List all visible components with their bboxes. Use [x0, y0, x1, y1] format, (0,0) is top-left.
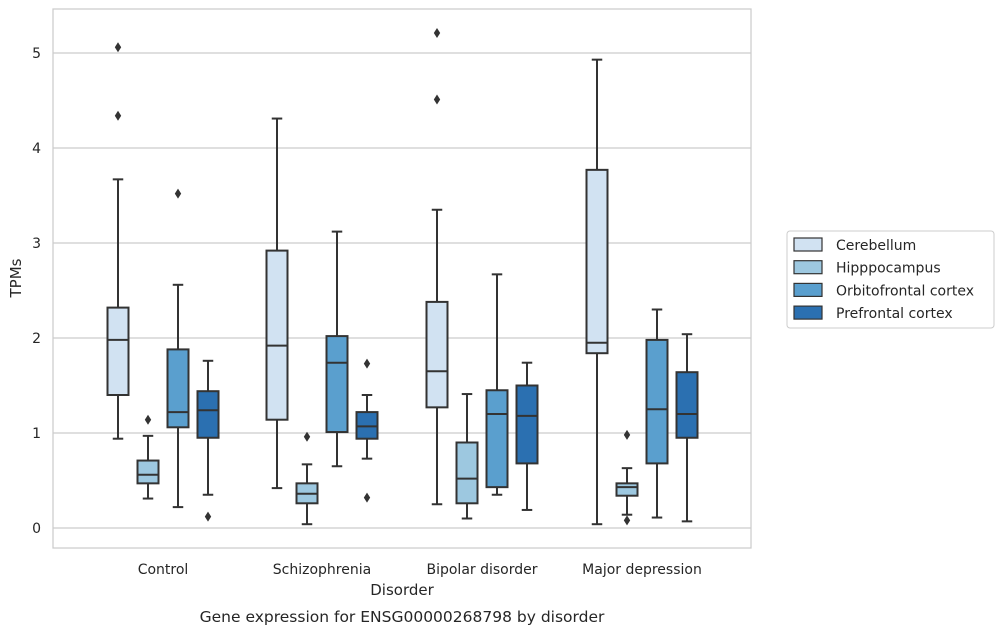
outlier-point: [114, 42, 122, 53]
grid-lines: [53, 52, 751, 529]
box-series: [106, 28, 699, 526]
y-axis-title: TPMs: [7, 258, 25, 298]
box-body: [196, 390, 220, 439]
box-body: [106, 306, 130, 397]
box-cerebellum-0: [106, 42, 130, 440]
legend-label: Cerebellum: [836, 238, 916, 254]
box-orbitofrontal-cortex-1: [325, 230, 349, 468]
box-body: [615, 482, 639, 497]
x-tick-label: Control: [138, 562, 189, 578]
outlier-point: [174, 188, 182, 199]
box-cerebellum-2: [425, 28, 449, 506]
box-hipppocampus-1: [295, 431, 319, 526]
box-body: [515, 384, 539, 465]
plot-frame: [52, 8, 752, 549]
outlier-point: [303, 431, 311, 442]
box-body: [675, 371, 699, 439]
box-hipppocampus-0: [136, 414, 160, 500]
chart-caption: Gene expression for ENSG00000268798 by d…: [200, 608, 605, 626]
box-hipppocampus-2: [455, 393, 479, 520]
outlier-point: [363, 492, 371, 503]
outlier-point: [623, 429, 631, 440]
x-tick-label: Schizophrenia: [273, 562, 371, 578]
box-cerebellum-1: [265, 117, 289, 490]
box-body: [455, 441, 479, 505]
box-body: [325, 335, 349, 434]
box-body: [425, 300, 449, 409]
box-orbitofrontal-cortex-2: [485, 273, 509, 496]
y-tick-label: 5: [32, 46, 41, 62]
x-tick-labels: Control Schizophrenia Bipolar disorder Majo…: [138, 562, 702, 578]
x-tick-label: Bipolar disorder: [426, 562, 537, 578]
box-prefrontal-cortex-0: [196, 359, 220, 522]
box-prefrontal-cortex-1: [355, 358, 379, 503]
box-body: [265, 249, 289, 421]
box-orbitofrontal-cortex-0: [166, 188, 190, 509]
legend-swatch: [793, 260, 823, 275]
y-tick-label: 2: [32, 331, 41, 347]
y-tick-label: 3: [32, 236, 41, 252]
box-cerebellum-3: [585, 58, 609, 526]
x-tick-label: Major depression: [582, 562, 702, 578]
legend: Cerebellum Hipppocampus Orbitofrontal cort…: [786, 230, 995, 329]
outlier-point: [433, 28, 441, 39]
legend-label: Orbitofrontal cortex: [836, 283, 974, 299]
outlier-point: [114, 110, 122, 121]
legend-swatch: [793, 305, 823, 320]
box-body: [485, 389, 509, 489]
y-tick-labels: 0 1 2 3 4 5: [32, 46, 41, 537]
outlier-point: [363, 358, 371, 369]
box-body: [166, 348, 190, 429]
legend-swatch: [793, 282, 823, 297]
outlier-point: [433, 94, 441, 105]
box-body: [136, 459, 160, 485]
outlier-point: [204, 511, 212, 522]
box-hipppocampus-3: [615, 429, 639, 526]
legend-swatch: [793, 237, 823, 252]
box-body: [585, 168, 609, 355]
legend-label: Hipppocampus: [836, 261, 941, 277]
x-axis-title: Disorder: [370, 581, 434, 599]
box-orbitofrontal-cortex-3: [645, 308, 669, 519]
outlier-point: [144, 414, 152, 425]
legend-frame: [786, 230, 995, 329]
box-prefrontal-cortex-3: [675, 333, 699, 523]
outlier-point: [623, 515, 631, 526]
y-tick-label: 1: [32, 426, 41, 442]
y-tick-label: 0: [32, 521, 41, 537]
box-prefrontal-cortex-2: [515, 361, 539, 511]
y-tick-label: 4: [32, 141, 41, 157]
legend-label: Prefrontal cortex: [836, 306, 953, 322]
box-body: [645, 338, 669, 465]
